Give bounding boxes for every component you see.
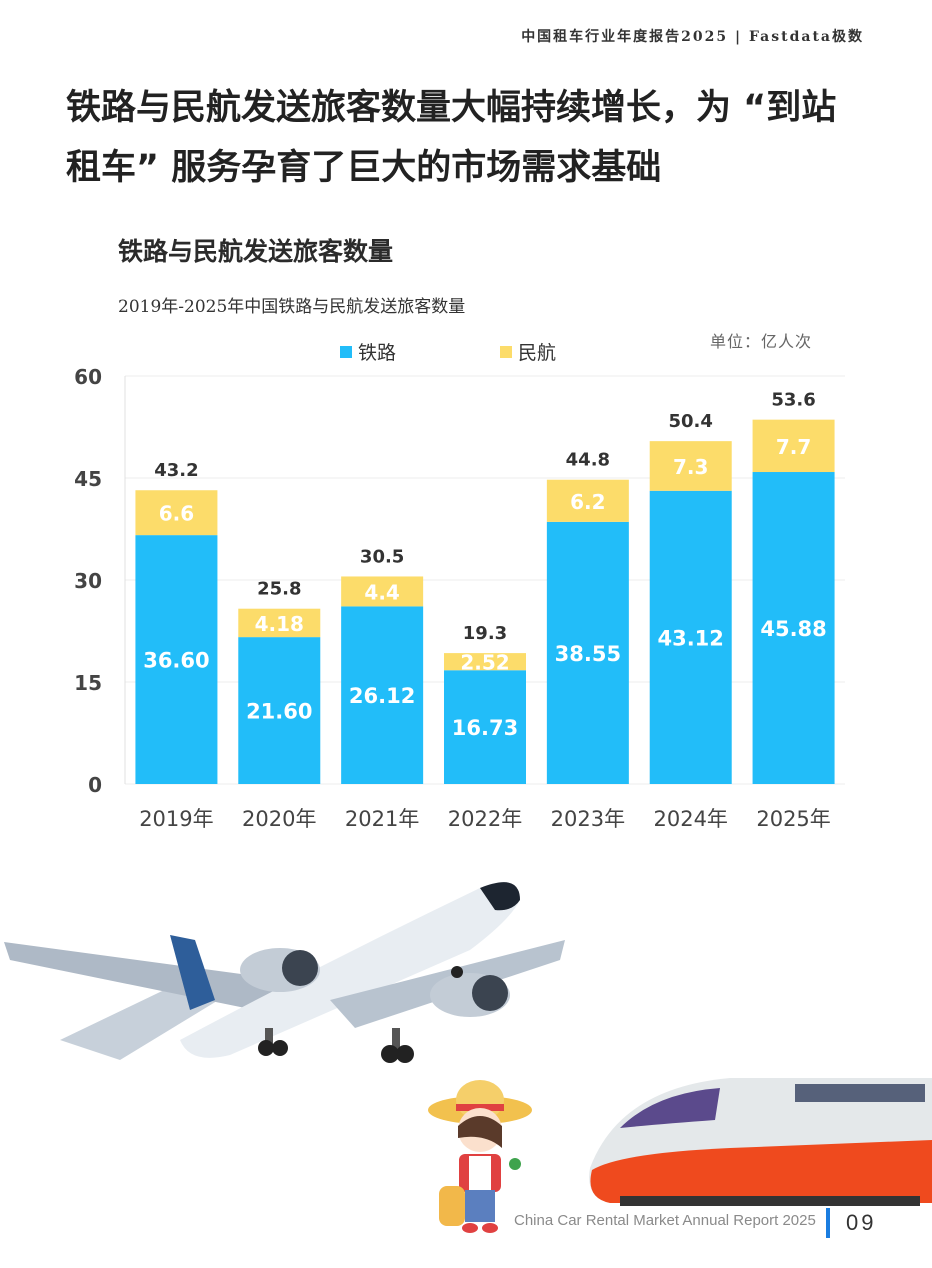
bar-railway: [752, 472, 835, 784]
total-label: 44.8: [566, 450, 610, 471]
legend-swatch: [340, 346, 352, 358]
bar-railway: [238, 637, 321, 784]
data-label-aviation: 4.4: [364, 580, 399, 604]
bar-aviation: [238, 608, 321, 638]
x-tick-label: 2025年: [756, 807, 830, 831]
report-header-note: 中国租车行业年度报告2025 | Fastdata极数: [521, 29, 864, 45]
bar-aviation: [135, 490, 218, 536]
bar-railway: [649, 490, 732, 784]
data-label-aviation: 7.7: [776, 435, 811, 459]
chart-title: 铁路与民航发送旅客数量: [118, 237, 394, 266]
data-label-railway: 36.60: [143, 649, 209, 673]
bar-railway: [341, 606, 424, 784]
data-label-aviation: 7.3: [673, 455, 708, 479]
x-tick-label: 2020年: [242, 807, 316, 831]
data-label-aviation: 2.52: [460, 651, 509, 675]
bar-railway: [546, 521, 629, 784]
bar-aviation: [546, 479, 629, 522]
data-label-aviation: 6.6: [159, 502, 194, 526]
bar-aviation: [444, 653, 526, 671]
high-speed-train-illustration: [589, 1078, 932, 1206]
x-tick-label: 2022年: [448, 807, 522, 831]
legend-label: 铁路: [358, 342, 396, 364]
x-tick-label: 2023年: [551, 807, 625, 831]
y-tick-label: 30: [74, 569, 102, 593]
data-label-railway: 21.60: [246, 700, 312, 724]
data-label-railway: 43.12: [657, 626, 723, 650]
total-label: 30.5: [360, 546, 404, 567]
stacked-bar-chart: 0 15 30 45 60 铁路 民航 36.60 6.6 43.2 2019年 21.60 4.18 2…: [74, 342, 845, 831]
total-label: 43.2: [154, 460, 198, 481]
legend-label: 民航: [518, 342, 556, 364]
y-tick-label: 45: [74, 467, 102, 491]
data-label-aviation: 4.18: [255, 612, 304, 636]
bar-aviation: [341, 576, 424, 607]
total-label: 25.8: [257, 579, 301, 600]
data-label-railway: 38.55: [555, 642, 621, 666]
data-label-railway: 26.12: [349, 684, 415, 708]
chart-unit: 单位：亿人次: [710, 332, 813, 351]
page-number: 09: [846, 1210, 877, 1235]
bar-railway: [444, 670, 526, 784]
footer-accent-bar: [826, 1208, 830, 1238]
data-label-railway: 45.88: [760, 617, 826, 641]
x-tick-label: 2021年: [345, 807, 419, 831]
airplane-illustration: [4, 882, 565, 1063]
y-tick-label: 60: [74, 365, 102, 389]
bar-aviation: [752, 419, 835, 473]
chart-subtitle: 2019年-2025年中国铁路与民航发送旅客数量: [118, 297, 466, 317]
bar-aviation: [649, 441, 732, 491]
bar-railway: [135, 535, 218, 784]
data-label-railway: 16.73: [452, 716, 518, 740]
x-tick-label: 2019年: [139, 807, 213, 831]
total-label: 50.4: [669, 411, 713, 432]
traveler-girl-illustration: [428, 1080, 532, 1233]
data-label-aviation: 6.2: [570, 490, 605, 514]
page-headline: 铁路与民航发送旅客数量大幅持续增长，为 “到站租车” 服务孕育了巨大的市场需求基…: [66, 88, 837, 188]
total-label: 53.6: [771, 390, 815, 411]
x-tick-label: 2024年: [653, 807, 727, 831]
y-tick-label: 15: [74, 671, 102, 695]
total-label: 19.3: [463, 623, 507, 644]
y-tick-label: 0: [88, 773, 102, 797]
legend-swatch: [500, 346, 512, 358]
footer-report-name: China Car Rental Market Annual Report 20…: [514, 1212, 816, 1229]
